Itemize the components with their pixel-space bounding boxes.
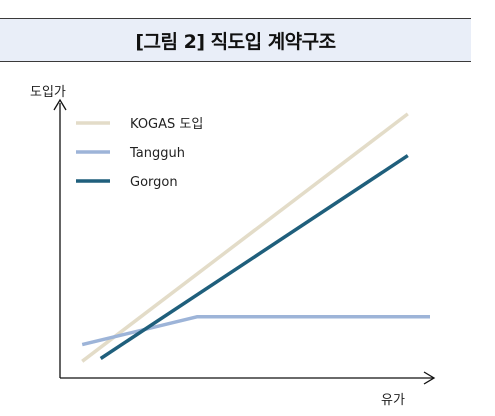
series-line-1 <box>81 112 409 363</box>
y-axis-arrow <box>53 98 67 111</box>
chart-title-band: [그림 2] 직도입 계약구조 <box>0 18 471 62</box>
legend-label-2: Tangguh <box>129 146 185 161</box>
legend-label-3: Gorgon <box>130 175 178 190</box>
y-axis-label: 도입가 <box>30 85 66 100</box>
series-line-3 <box>99 154 409 360</box>
chart-title: [그림 2] 직도입 계약구조 <box>135 30 336 53</box>
legend: KOGAS 도입 Tangguh Gorgon <box>76 117 203 190</box>
x-axis-label: 유가 <box>381 393 405 408</box>
x-axis-arrow <box>423 371 436 385</box>
legend-label-1: KOGAS 도입 <box>130 117 203 132</box>
series-layer <box>81 112 430 363</box>
series-line-2 <box>81 315 430 347</box>
